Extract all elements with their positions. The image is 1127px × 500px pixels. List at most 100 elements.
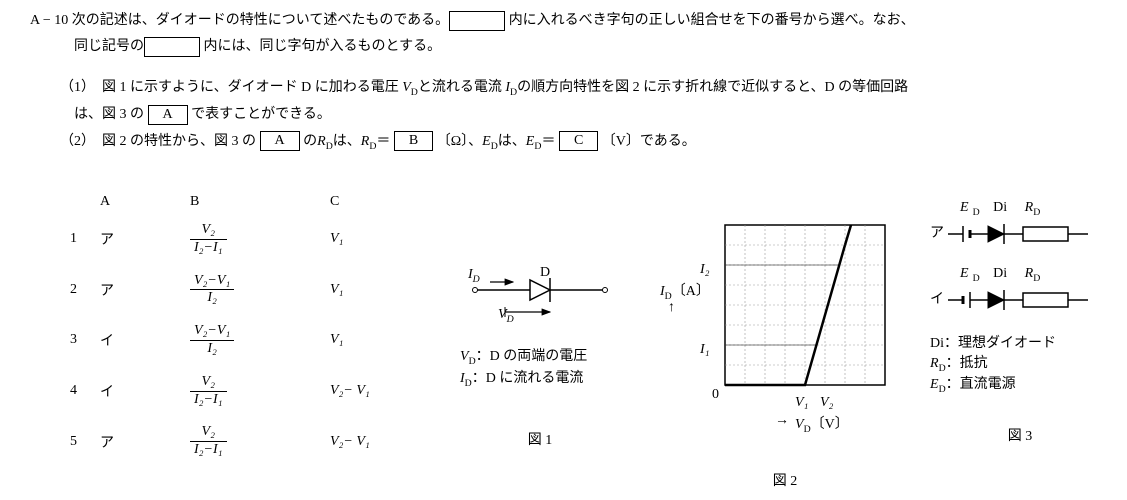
para2-mid2: は、 [333, 134, 361, 149]
frac-num: V₂ [190, 222, 227, 240]
box-c: C [559, 131, 598, 151]
para1-mid2: の順方向特性を図 2 に示す折れ線で近似すると、D の等価回路 [517, 80, 908, 95]
frac-den: I₂−I₁ [190, 240, 227, 257]
frac-den: I₂−I₁ [190, 392, 227, 409]
eq2: ＝ [541, 134, 555, 149]
choice-num: 5 [70, 416, 100, 467]
choice-num: 3 [70, 315, 100, 366]
head-a: A [100, 190, 190, 214]
fig3i-svg [948, 286, 1098, 314]
frac-den: I₂ [190, 290, 234, 307]
fig2-ylab: ID〔A〕 [660, 280, 710, 302]
para2-mid1: の [303, 134, 317, 149]
frac-num: V₂ [190, 424, 227, 442]
fig2-xarrow: → [775, 413, 789, 429]
choice-b: V₂−V₁I₂ [190, 265, 330, 316]
choice-row: 5 ア V₂I₂−I₁ V₂− V₁ [70, 416, 420, 467]
choice-num: 2 [70, 265, 100, 316]
vd-sym: V [402, 80, 411, 95]
rd-sym: R [317, 134, 326, 149]
choice-c: V₁ [330, 214, 420, 265]
box-b: B [394, 131, 433, 151]
fig1-vd-label: VD [498, 307, 514, 325]
para1-line1: （1） 図 1 に示すように、ダイオード D に加わる電圧 VDと流れる電流 I… [30, 77, 1097, 100]
para2-line: （2） 図 2 の特性から、図 3 の A のRDは、RD＝ B 〔Ω〕、EDは… [30, 131, 1097, 154]
choice-a: イ [100, 366, 190, 417]
fig1-note2: ID：D に流れる電流 [440, 367, 640, 389]
question-header-2: 同じ記号の 内には、同じ字句が入るものとする。 [30, 36, 1097, 58]
fig1-note1: VD：D の両端の電圧 [440, 345, 640, 367]
choice-c: V₂− V₁ [330, 416, 420, 467]
blank-box [449, 11, 505, 31]
fig3a-svg [948, 220, 1098, 248]
para1-2b: で表すことができる。 [191, 107, 331, 122]
choices-table: A B C 1 ア V₂I₂−I₁ V₁ 2 ア V₂−V₁I₂ V₁ 3 イ … [70, 190, 420, 467]
blank-box [144, 37, 200, 57]
fig3-note-di: Di：理想ダイオード [930, 332, 1110, 352]
fig1-d-label: D [540, 265, 550, 281]
fig3-head-a: ED Di RD [960, 200, 1110, 218]
header-text-1b: 内に入れるべき字句の正しい組合せを下の番号から選べ。なお、 [509, 13, 915, 28]
choice-num: 4 [70, 366, 100, 417]
fig3-note-ed: ED：直流電源 [930, 373, 1110, 395]
fig2-i1: I₁ [700, 342, 710, 358]
header-text-2b: 内には、同じ字句が入るものとする。 [204, 39, 442, 54]
fig3-a-label: ア [930, 226, 944, 241]
rd-sub: D [326, 140, 333, 151]
fig2-yaxis: ↑ [668, 300, 675, 316]
head-b: B [190, 190, 330, 214]
choice-c: V₁ [330, 265, 420, 316]
choice-b: V₂I₂−I₁ [190, 214, 330, 265]
choice-num: 1 [70, 214, 100, 265]
box-a: A [148, 105, 188, 125]
fig2-v2: V₂ [820, 395, 833, 411]
fig2-svg [670, 215, 900, 440]
frac-num: V₂ [190, 374, 227, 392]
fig3-circuit-a: ア [930, 220, 1110, 248]
header-text-1a: 次の記述は、ダイオードの特性について述べたものである。 [72, 13, 449, 28]
choice-a: ア [100, 265, 190, 316]
vd-sub: D [411, 87, 418, 98]
frac-num: V₂−V₁ [190, 273, 234, 291]
unit-r: 〔Ω〕、 [437, 134, 482, 149]
choice-b: V₂I₂−I₁ [190, 366, 330, 417]
fig1-caption: 図 1 [440, 429, 640, 449]
fig2-v1: V₁ [795, 395, 808, 411]
figure-2: I₂ I₁ 0 V₁ V₂ ↑ ID〔A〕 → VD〔V〕 図 2 [670, 215, 900, 490]
frac-den: I₂ [190, 341, 234, 358]
choice-row: 4 イ V₂I₂−I₁ V₂− V₁ [70, 366, 420, 417]
figure-1: ID D VD VD：D の両端の電圧 ID：D に流れる電流 図 1 [440, 260, 640, 449]
para2-mid3: は、 [498, 134, 526, 149]
head-c: C [330, 190, 420, 214]
choice-a: イ [100, 315, 190, 366]
header-text-2a: 同じ記号の [74, 39, 144, 54]
ed-sub: D [491, 140, 498, 151]
frac-num: V₂−V₁ [190, 323, 234, 341]
fig2-zero: 0 [712, 387, 719, 403]
frac-den: I₂−I₁ [190, 442, 227, 459]
choice-b: V₂−V₁I₂ [190, 315, 330, 366]
fig3-head-i: ED Di RD [960, 266, 1110, 284]
box-a-2: A [260, 131, 300, 151]
fig3-caption: 図 3 [930, 425, 1110, 445]
fig1-id-label: ID [468, 267, 480, 285]
unit-v: 〔V〕である。 [602, 134, 696, 149]
choice-row: 2 ア V₂−V₁I₂ V₁ [70, 265, 420, 316]
choice-row: 3 イ V₂−V₁I₂ V₁ [70, 315, 420, 366]
ed-sym: E [482, 134, 491, 149]
choice-a: ア [100, 214, 190, 265]
para1-lead: （1） 図 1 に示すように、ダイオード D に加わる電圧 [60, 80, 402, 95]
choice-row: 1 ア V₂I₂−I₁ V₁ [70, 214, 420, 265]
fig3-circuit-i: イ [930, 286, 1110, 314]
choice-c: V₁ [330, 315, 420, 366]
question-header: A − 10 次の記述は、ダイオードの特性について述べたものである。 内に入れる… [30, 10, 1097, 32]
choice-b: V₂I₂−I₁ [190, 416, 330, 467]
para1-2a: は、図 3 の [74, 107, 144, 122]
fig2-xlab: VD〔V〕 [795, 413, 849, 435]
fig3-note-rd: RD：抵抗 [930, 352, 1110, 374]
eq1: ＝ [376, 134, 390, 149]
choice-c: V₂− V₁ [330, 366, 420, 417]
para1-mid1: と流れる電流 [418, 80, 506, 95]
para1-line2: は、図 3 の A で表すことができる。 [30, 104, 1097, 126]
question-number: A − 10 [30, 13, 68, 28]
